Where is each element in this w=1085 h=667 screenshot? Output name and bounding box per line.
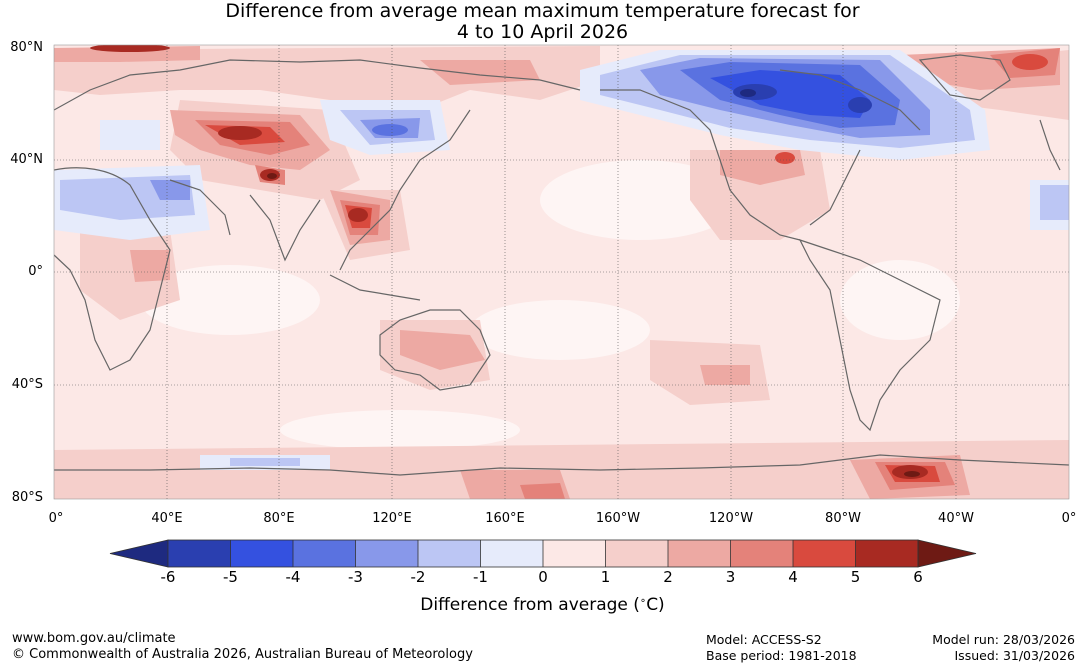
- colorbar-cell: [793, 540, 856, 567]
- lat-label-80n: 80°N: [10, 40, 43, 55]
- lat-label-40s: 40°S: [11, 377, 43, 392]
- colorbar-cell: [293, 540, 356, 567]
- colorbar-cell: [355, 540, 418, 567]
- colorbar-label-text: Difference from average (: [420, 595, 640, 615]
- lon-label-120e: 120°E: [372, 511, 412, 526]
- map-frame: [53, 44, 1070, 500]
- colorbar-tick-label: 3: [725, 568, 736, 586]
- lat-label-80s: 80°S: [11, 490, 43, 505]
- colorbar-tick-label: -4: [285, 568, 301, 586]
- lon-label-160w: 160°W: [595, 511, 641, 526]
- graticule: [54, 45, 1069, 499]
- lon-label-0-left: 0°: [48, 511, 64, 526]
- anomaly-field: [54, 45, 1069, 499]
- colorbar-label-unit: C): [646, 595, 665, 615]
- colorbar-cell-above-max: [917, 539, 977, 568]
- lon-label-120w: 120°W: [708, 511, 754, 526]
- colorbar-cell: [605, 540, 668, 567]
- lat-label-40n: 40°N: [10, 152, 43, 167]
- colorbar-cell: [418, 540, 481, 567]
- colorbar-cell: [668, 540, 731, 567]
- colorbar-cell: [168, 540, 231, 567]
- lon-label-80e: 80°E: [263, 511, 295, 526]
- cool-4-5-regions: [710, 70, 870, 118]
- colorbar-tick-label: 4: [788, 568, 798, 586]
- warm-5-6-regions: [90, 45, 928, 479]
- cool-below-6-regions: [740, 89, 756, 97]
- lon-label-0-right: 0°: [1061, 511, 1077, 526]
- lon-label-40w: 40°W: [938, 511, 974, 526]
- lat-label-0: 0°: [28, 264, 43, 279]
- colorbar-tick-label: 5: [850, 568, 861, 586]
- chart-title-line2: 4 to 10 April 2026: [456, 21, 629, 43]
- footer-issued: Issued: 31/03/2026: [954, 648, 1076, 663]
- colorbar-cell: [480, 540, 543, 567]
- colorbar-tick-label: -5: [223, 568, 238, 586]
- colorbar-tick-label: -2: [410, 568, 426, 586]
- footer-base-period: Base period: 1981-2018: [706, 648, 857, 663]
- colorbar-tick-label: -3: [348, 568, 363, 586]
- colorbar-tick-label: 6: [913, 568, 923, 586]
- chart-title-line1: Difference from average mean maximum tem…: [225, 0, 860, 22]
- footer-url[interactable]: www.bom.gov.au/climate: [12, 631, 176, 646]
- lon-label-160e: 160°E: [485, 511, 525, 526]
- warm-above-6-regions: [267, 173, 920, 477]
- colorbar-cell: [855, 540, 918, 567]
- lon-label-40e: 40°E: [151, 511, 183, 526]
- footer-model: Model: ACCESS-S2: [706, 632, 822, 647]
- colorbar-cell: [543, 540, 606, 567]
- colorbar-label: Difference from average (∘C): [420, 595, 665, 615]
- colorbar-tick-label: 2: [663, 568, 673, 586]
- footer-model-run: Model run: 28/03/2026: [932, 632, 1075, 647]
- colorbar-tick-label: 0: [538, 568, 548, 586]
- colorbar-cell-below-min: [109, 539, 169, 568]
- colorbar-tick-label: -1: [473, 568, 488, 586]
- colorbar-tick-label: 1: [600, 568, 611, 586]
- lon-label-80w: 80°W: [825, 511, 861, 526]
- colorbar-tick-label: -6: [160, 568, 176, 586]
- colorbar-cell: [230, 540, 293, 567]
- colorbar-cell: [730, 540, 793, 567]
- footer-copyright: © Commonwealth of Australia 2026, Austra…: [12, 647, 473, 662]
